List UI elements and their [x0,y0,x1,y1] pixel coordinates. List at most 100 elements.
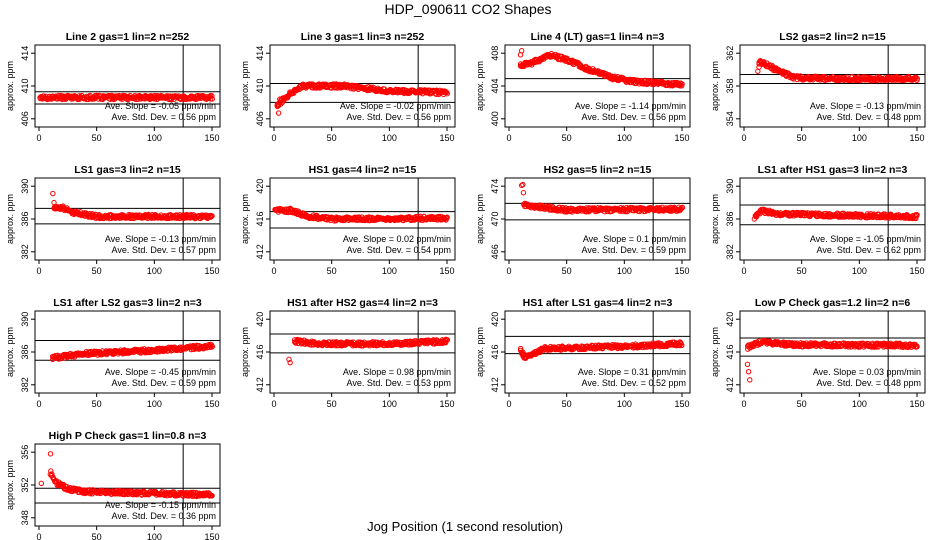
chart-panel: Line 4 (LT) gas=1 lin=4 n=3 400 404 408 appr… [475,31,691,143]
data-point [287,359,293,366]
std-dev-text: Ave. Std. Dev. = 0.62 ppm [817,245,921,255]
y-axis-label: approx. ppm [475,61,485,111]
data-points [755,58,921,84]
std-dev-text: Ave. Std. Dev. = 0.56 ppm [347,112,451,122]
data-point [287,205,293,212]
panel-title: LS1 after LS2 gas=3 lin=2 n=3 [53,297,202,309]
y-tick-label: 382 [725,244,735,259]
data-point [443,89,450,96]
panel-title: Line 4 (LT) gas=1 lin=4 n=3 [531,31,665,43]
slope-text: Ave. Slope = -0.13 ppm/min [105,234,216,244]
y-axis-label: approx. ppm [5,327,15,377]
data-point [914,343,920,350]
y-tick-label: 416 [255,344,265,359]
y-tick-label: 404 [490,78,500,93]
y-tick-label: 474 [490,179,500,194]
std-dev-text: Ave. Std. Dev. = 0.59 ppm [112,378,216,388]
data-point [209,213,215,219]
y-axis-label: approx. ppm [710,61,720,111]
chart-panel: HS1 after LS1 gas=4 lin=2 n=3 412 416 420 ap… [475,297,691,409]
x-tick-label: 150 [439,399,454,409]
data-points [286,336,451,366]
std-dev-text: Ave. Std. Dev. = 0.48 ppm [817,112,921,122]
x-tick-label: 150 [204,532,219,540]
std-dev-text: Ave. Std. Dev. = 0.54 ppm [347,245,451,255]
x-tick-label: 150 [909,266,924,276]
panel-title: Low P Check gas=1.2 lin=2 n=6 [755,297,910,309]
data-point [444,337,451,343]
y-tick-label: 410 [20,78,30,93]
x-tick-label: 100 [617,399,632,409]
data-point [208,214,214,220]
y-tick-label: 362 [725,46,735,61]
slope-text: Ave. Slope = 0.98 ppm/min [343,367,451,377]
chart-panel: LS1 after HS1 gas=3 lin=2 n=3 382 386 390 ap… [710,164,926,276]
x-tick-label: 150 [204,133,219,143]
std-dev-text: Ave. Std. Dev. = 0.48 ppm [817,378,921,388]
slope-text: Ave. Slope = 0.31 ppm/min [578,367,686,377]
panel-title: LS1 after HS1 gas=3 lin=2 n=3 [758,164,908,176]
x-tick-label: 50 [327,133,337,143]
data-points [50,190,215,222]
chart-panel: LS2 gas=2 lin=2 n=15 354 358 362 approx. ppm… [710,31,926,143]
data-point [518,48,525,54]
x-tick-label: 0 [506,133,511,143]
y-tick-label: 390 [20,179,30,194]
slope-text: Ave. Slope = -1.05 ppm/min [810,234,921,244]
x-tick-label: 150 [909,133,924,143]
std-dev-text: Ave. Std. Dev. = 0.52 ppm [582,378,686,388]
std-dev-text: Ave. Std. Dev. = 0.53 ppm [347,378,451,388]
chart-panel: LS1 gas=3 lin=2 n=15 382 386 390 approx. ppm… [5,164,221,276]
x-tick-label: 100 [147,399,162,409]
y-tick-label: 358 [725,78,735,93]
panel-title: HS1 after LS1 gas=4 lin=2 n=3 [523,297,673,309]
data-point [520,349,526,355]
data-point [274,103,281,110]
x-tick-label: 100 [147,133,162,143]
chart-panel: Line 3 gas=1 lin=3 n=252 406 410 414 approx.… [240,31,456,143]
data-points [49,341,216,363]
data-point [914,212,920,219]
chart-panel: HS1 gas=4 lin=2 n=15 412 416 420 approx. ppm… [240,164,456,276]
data-point [209,93,215,99]
x-tick-label: 100 [147,266,162,276]
data-points [751,206,920,222]
data-point [538,57,544,63]
panel-title: LS1 gas=3 lin=2 n=15 [74,164,181,176]
data-point [47,451,54,457]
y-axis-label: approx. ppm [475,194,485,244]
x-tick-label: 100 [852,266,867,276]
slope-text: Ave. Slope = 0.02 ppm/min [343,234,451,244]
slope-text: Ave. Slope = -0.15 ppm/min [105,500,216,510]
data-point [209,96,215,102]
y-tick-label: 420 [725,312,735,327]
data-point [520,181,526,188]
y-tick-label: 390 [725,179,735,194]
x-tick-label: 100 [382,399,397,409]
y-tick-label: 470 [490,211,500,226]
data-point [600,72,607,78]
data-point [209,492,215,499]
slope-text: Ave. Slope = -0.02 ppm/min [340,101,451,111]
x-tick-label: 0 [271,399,276,409]
figure-title: HDP_090611 CO2 Shapes [384,1,551,17]
panel-title: HS2 gas=5 lin=2 n=15 [544,164,652,176]
y-tick-label: 386 [20,211,30,226]
x-tick-label: 0 [741,133,746,143]
data-points [274,81,450,116]
x-tick-label: 100 [852,133,867,143]
y-tick-label: 356 [20,445,30,460]
data-points [518,181,685,215]
y-axis-label: approx. ppm [240,194,250,244]
data-point [50,190,56,197]
y-tick-label: 466 [490,244,500,259]
y-axis-label: approx. ppm [5,61,15,111]
data-point [521,355,527,361]
chart-panel: HS2 gas=5 lin=2 n=15 466 470 474 approx. ppm… [475,164,691,276]
data-points [517,48,685,89]
y-tick-label: 390 [20,312,30,327]
slope-text: Ave. Slope = -0.05 ppm/min [105,101,216,111]
x-tick-label: 0 [271,133,276,143]
x-axis-title: Jog Position (1 second resolution) [367,519,563,534]
